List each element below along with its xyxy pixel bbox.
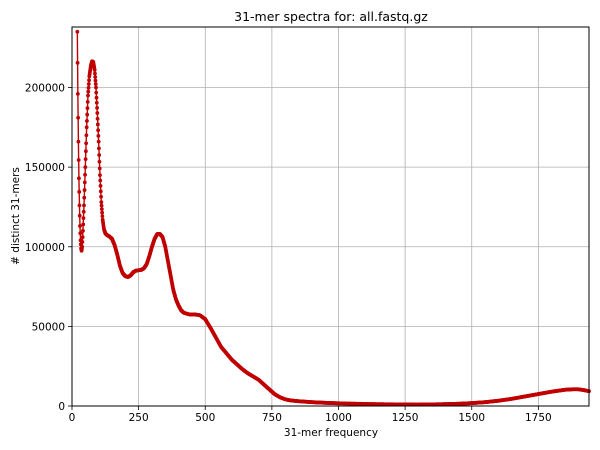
data-point [92,68,97,72]
data-point [99,194,103,199]
data-point [82,188,87,192]
data-point [86,93,90,98]
data-point [80,240,85,244]
data-point [93,82,98,86]
x-axis-label: 31-mer frequency [284,427,378,439]
data-point [83,149,88,154]
data-point [83,165,88,170]
data-point [83,172,87,177]
y-tick-label: 150000 [25,162,65,174]
data-point [87,78,91,83]
x-tick-label: 1250 [392,412,419,424]
data-point [81,228,85,233]
chart-title: 31-mer spectra for: all.fastq.gz [234,9,428,24]
x-tick-label: 0 [69,412,76,424]
data-point [78,224,82,228]
data-point [75,29,80,34]
y-tick-label: 50000 [32,321,65,333]
x-tick-label: 1000 [325,412,352,424]
x-tick-label: 750 [262,412,282,424]
y-tick-label: 200000 [25,83,65,95]
data-point [81,222,86,227]
data-point [86,85,91,90]
data-point [76,139,81,144]
data-point [80,244,85,249]
data-point [86,82,91,86]
data-point [77,176,81,181]
y-tick-label: 0 [58,401,65,413]
data-point [77,189,82,194]
data-point [99,200,104,205]
x-axis: 0 250 500 750 1000 1250 1500 1750 [69,406,552,424]
data-point [85,112,90,117]
data-point [85,119,89,123]
data-point [82,203,86,208]
data-point [76,158,81,162]
data-point [78,231,83,236]
data-point [94,85,98,90]
x-tick-label: 500 [195,412,215,424]
data-point [81,216,86,220]
data-point [100,210,105,215]
data-point [95,122,100,127]
data-point [95,106,99,110]
data-point [97,153,102,157]
data-point [84,125,89,130]
data-point [86,89,91,94]
data-series [75,29,591,407]
data-point [93,75,98,79]
data-point [93,78,98,83]
y-tick-label: 100000 [25,242,65,254]
data-point [96,139,101,144]
data-point [82,195,87,200]
data-point [80,235,85,240]
y-axis-label: # distinct 31-mers [10,167,22,265]
data-point [96,128,101,133]
data-point [97,146,101,151]
data-point [76,115,81,120]
data-point [81,209,86,214]
data-point [100,214,105,219]
data-point [83,157,88,162]
x-tick-label: 1750 [525,412,552,424]
data-point [98,173,102,178]
data-point [97,166,102,171]
data-point [98,184,103,188]
data-point [95,116,100,121]
data-point [75,60,80,65]
data-point [77,203,82,208]
data-point [94,90,99,95]
data-point [97,159,102,164]
x-tick-label: 1500 [458,412,485,424]
data-point [94,100,99,105]
data-point [99,203,104,208]
data-point [77,213,82,218]
data-point [95,111,100,115]
grid-lines [72,27,589,406]
data-point [98,189,103,194]
data-point [85,99,90,104]
data-point [84,133,89,138]
data-point [98,178,103,183]
data-point [99,207,104,212]
data-point [85,106,90,111]
data-point [93,71,97,76]
plot-frame [71,26,590,407]
data-point [75,91,80,96]
data-point [84,141,89,146]
data-point [94,95,99,100]
y-axis: 0 50000 100000 150000 200000 [25,83,72,413]
data-point [96,134,101,138]
data-point [82,180,87,185]
x-tick-label: 250 [129,412,149,424]
